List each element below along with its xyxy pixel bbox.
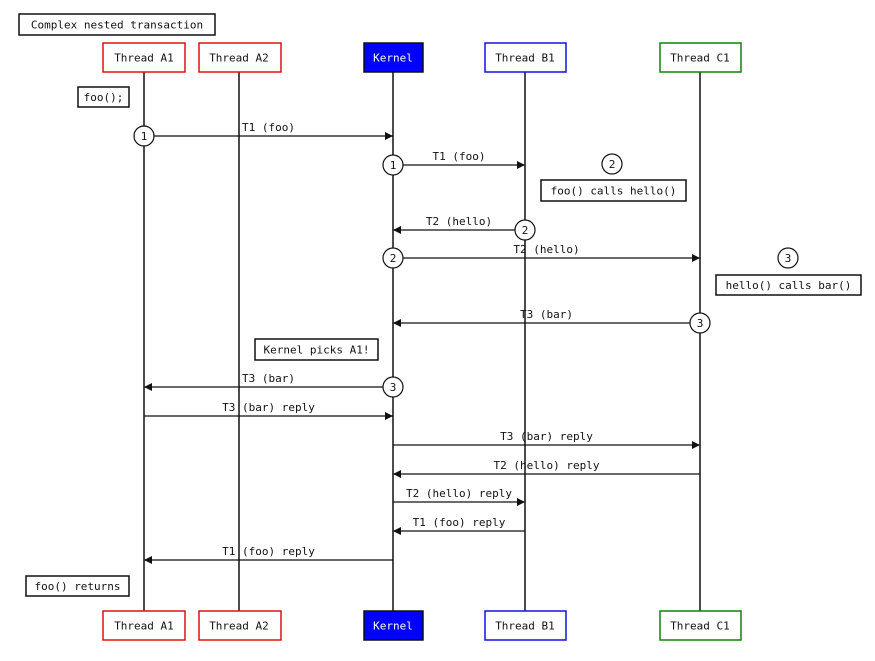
participant-k-bottom-label: Kernel (373, 620, 413, 633)
message-marker-circle (689, 312, 711, 334)
participant-a2-bottom-box (198, 610, 282, 641)
participant-a2-bottom-label: Thread A2 (209, 620, 269, 633)
participant-c1-bottom-label: Thread C1 (670, 620, 730, 633)
message-marker-circle (382, 154, 404, 176)
message-label: T2 (hello) (426, 215, 492, 228)
participant-a1-bottom-label: Thread A1 (114, 620, 174, 633)
note-marker-circle (777, 247, 799, 269)
message-marker-circle (382, 247, 404, 269)
message-marker-number: 2 (390, 252, 397, 265)
participant-b1-bottom-label: Thread B1 (495, 620, 555, 633)
message-label: T1 (foo) reply (413, 516, 506, 529)
message-label: T3 (bar) (520, 308, 573, 321)
participant-c1-top-box (659, 42, 742, 73)
participant-k-top-label: Kernel (373, 52, 413, 65)
participant-b1-top-label: Thread B1 (495, 52, 555, 65)
note-marker-number: 3 (785, 252, 792, 265)
message-marker-circle (133, 125, 155, 147)
message-marker-number: 1 (390, 159, 397, 172)
message-marker-number: 2 (522, 224, 529, 237)
message-label: T3 (bar) reply (222, 401, 315, 414)
message-marker-circle (382, 376, 404, 398)
note-hello-calls-bar-box (715, 274, 862, 296)
diagram-title-box (18, 13, 216, 36)
message-marker-number: 1 (141, 130, 148, 143)
message-marker-number: 3 (697, 317, 704, 330)
participant-c1-bottom-box (659, 610, 742, 641)
participant-c1-top-label: Thread C1 (670, 52, 730, 65)
participant-k-top-box (363, 42, 424, 73)
message-marker-number: 3 (390, 381, 397, 394)
note-foo-returns-box (25, 575, 130, 597)
note-kernel-picks: Kernel picks A1! (264, 344, 370, 357)
note-marker-number: 2 (609, 158, 616, 171)
note-marker-circle (601, 153, 623, 175)
note-foo-call-box (77, 86, 130, 108)
participant-a2-top-box (198, 42, 282, 73)
message-label: T1 (foo) reply (222, 545, 315, 558)
participant-a2-top-label: Thread A2 (209, 52, 269, 65)
message-label: T2 (hello) reply (494, 459, 600, 472)
note-foo-calls-hello: foo() calls hello() (551, 185, 677, 198)
participant-k-bottom-box (363, 610, 424, 641)
participant-a1-bottom-box (102, 610, 186, 641)
message-label: T1 (foo) (242, 121, 295, 134)
participant-a1-top-box (102, 42, 186, 73)
message-label: T3 (bar) reply (500, 430, 593, 443)
note-kernel-picks-box (254, 338, 379, 361)
message-label: T1 (foo) (433, 150, 486, 163)
diagram-title: Complex nested transaction (31, 19, 203, 32)
participant-a1-top-label: Thread A1 (114, 52, 174, 65)
message-label: T2 (hello) (513, 243, 579, 256)
note-foo-call: foo(); (84, 91, 124, 104)
note-foo-returns: foo() returns (34, 580, 120, 593)
message-label: T3 (bar) (242, 372, 295, 385)
message-marker-circle (514, 219, 536, 241)
note-hello-calls-bar: hello() calls bar() (726, 279, 852, 292)
participant-b1-top-box (484, 42, 567, 73)
note-foo-calls-hello-box (540, 179, 687, 202)
message-label: T2 (hello) reply (406, 487, 512, 500)
participant-b1-bottom-box (484, 610, 567, 641)
